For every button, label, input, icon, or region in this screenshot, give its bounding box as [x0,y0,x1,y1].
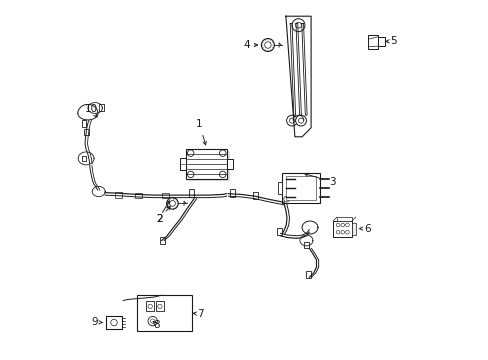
Bar [99,104,104,111]
Text: 2: 2 [156,213,163,224]
Circle shape [340,230,344,234]
Bar [84,129,89,135]
Circle shape [345,223,348,227]
Circle shape [219,150,225,157]
Text: 8: 8 [153,320,159,330]
Text: 3: 3 [329,177,335,187]
Bar [227,159,232,169]
Circle shape [111,319,117,326]
Bar [81,120,86,127]
Text: 10: 10 [85,104,98,114]
Text: 2: 2 [156,213,163,224]
Bar [115,192,122,198]
Bar [333,221,351,237]
Text: 1: 1 [196,119,203,129]
Circle shape [219,171,225,178]
Bar [285,176,316,200]
Text: 5: 5 [389,36,396,46]
Circle shape [148,304,152,309]
Bar [136,295,192,331]
Bar [160,237,164,244]
Circle shape [295,22,301,28]
Bar [230,189,235,197]
Circle shape [187,171,194,178]
Circle shape [286,115,297,126]
Circle shape [289,118,294,123]
Circle shape [298,118,303,123]
Bar [162,193,168,198]
Circle shape [166,198,178,209]
FancyBboxPatch shape [145,301,153,311]
Bar [81,156,86,161]
Circle shape [148,316,157,326]
Circle shape [261,39,274,51]
Circle shape [264,42,270,48]
Bar [253,192,258,199]
Circle shape [336,223,339,227]
FancyBboxPatch shape [367,35,378,49]
FancyBboxPatch shape [155,301,163,311]
Circle shape [340,223,344,227]
FancyBboxPatch shape [378,37,384,46]
Circle shape [336,230,339,234]
Bar [304,242,308,248]
Bar [106,316,122,329]
Bar [276,228,282,235]
Bar [336,217,351,221]
Bar [135,193,141,198]
Circle shape [283,196,289,202]
Text: 6: 6 [364,224,370,234]
Text: 4: 4 [243,40,249,50]
Bar [188,189,194,197]
Bar [179,158,185,170]
Circle shape [150,319,155,323]
Bar [188,151,229,181]
Circle shape [158,304,162,309]
Bar [277,182,282,194]
Bar [351,223,355,235]
Bar [282,173,320,203]
Text: 9: 9 [92,317,98,327]
Circle shape [295,115,306,126]
Text: 7: 7 [197,309,203,319]
Circle shape [169,201,175,206]
Circle shape [291,19,305,32]
Circle shape [345,230,348,234]
Circle shape [187,150,194,157]
Bar [306,271,310,278]
Bar [185,148,227,179]
